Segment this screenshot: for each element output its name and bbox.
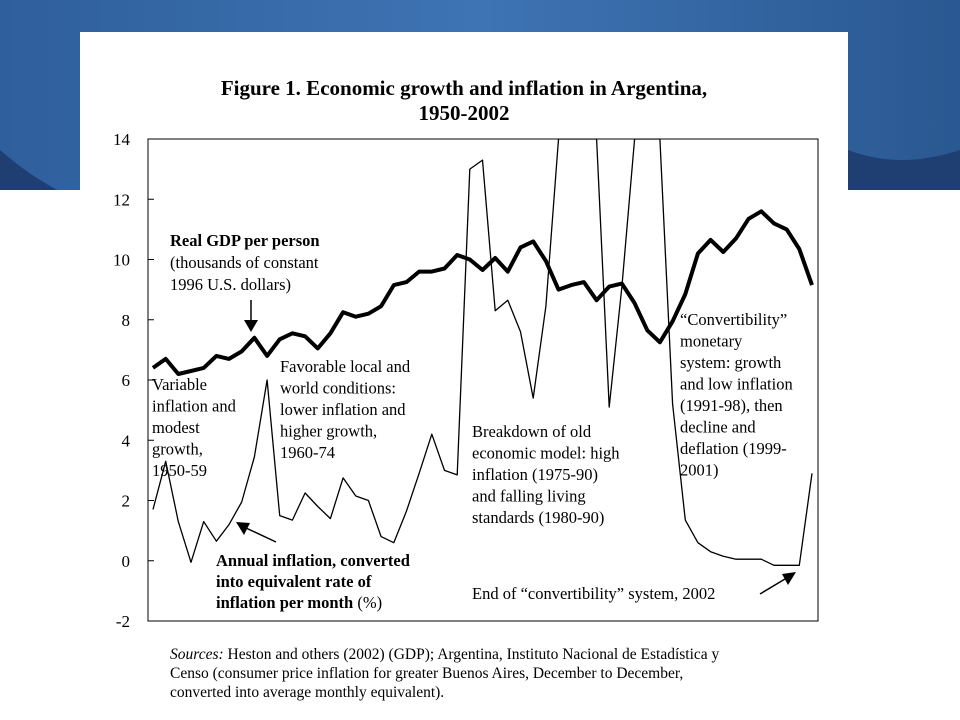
y-tick-label: 10 — [113, 251, 130, 270]
period2-note-line: 1960-74 — [280, 443, 335, 462]
period2-note-line: lower inflation and — [280, 400, 406, 419]
y-tick-label: 14 — [113, 130, 131, 149]
y-tick-label: 4 — [122, 431, 131, 450]
figure-title-line1: Figure 1. Economic growth and inflation … — [220, 76, 708, 100]
period4-note-line: (1991-98), then — [680, 396, 783, 415]
figure-card: -2 0 2 4 6 8 10 12 14 Real GDP per person (thousan… — [80, 32, 848, 708]
period3-note-line: standards (1980-90) — [472, 508, 604, 527]
sources-line1: Heston and others (2002) (GDP); Argentin… — [227, 646, 720, 663]
gdp-arrow-head — [244, 320, 258, 332]
slide-right-swoosh — [848, 150, 960, 195]
period4-note-line: monetary — [680, 332, 743, 351]
gdp-label-line3: 1996 U.S. dollars) — [170, 275, 291, 294]
y-tick-label: 6 — [122, 371, 131, 390]
period2-note-line: Favorable local and — [280, 357, 411, 376]
y-tick-label: 8 — [122, 311, 131, 330]
period3-note-line: and falling living — [472, 487, 586, 506]
sources-line3: converted into average monthly equivalen… — [170, 684, 445, 701]
period4-note-line: deflation (1999- — [680, 439, 787, 458]
end-note-arrow-head — [782, 572, 796, 585]
period4-note-line: system: growth — [680, 353, 782, 372]
sources-note: Sources: Heston and others (2002) (GDP);… — [170, 645, 830, 702]
gdp-label: Real GDP per person — [170, 231, 320, 250]
period1-note-line: Variable — [152, 375, 207, 394]
inflation-label-unit: (%) — [353, 593, 382, 612]
period1-note-line: 1950-59 — [152, 461, 207, 480]
figure-title-line2: 1950-2002 — [418, 101, 510, 125]
period2-note-line: world conditions: — [280, 379, 396, 398]
inflation-label-line2: into equivalent rate of — [216, 572, 372, 591]
period4-note-line: decline and — [680, 418, 756, 437]
period4-note-line: “Convertibility” — [680, 310, 787, 329]
end-note-arrow-shaft — [759, 578, 786, 595]
inflation-series-line — [152, 139, 813, 566]
period3-note-line: Breakdown of old — [472, 422, 592, 441]
period4-note-line: and low inflation — [680, 375, 793, 394]
period1-note-line: inflation and — [152, 397, 237, 416]
sources-line2: Censo (consumer price inflation for grea… — [170, 665, 684, 682]
gdp-label-line2: (thousands of constant — [170, 253, 319, 272]
y-tick-label: 12 — [113, 190, 130, 209]
inflation-label-line1: Annual inflation, converted — [216, 551, 410, 570]
period1-note-line: growth, — [152, 440, 203, 459]
inflation-arrow-shaft — [245, 527, 277, 543]
period1-note-line: modest — [152, 418, 200, 437]
period4-note-line: 2001) — [680, 461, 719, 480]
period3-note-line: economic model: high — [472, 444, 620, 463]
inflation-label-line3: inflation per month (%) — [216, 593, 382, 612]
y-tick-label: -2 — [116, 612, 130, 631]
y-tick-label: 2 — [122, 492, 131, 511]
y-tick-label: 0 — [122, 552, 131, 571]
figure-title: Figure 1. Economic growth and inflation … — [80, 76, 848, 126]
sources-label: Sources: — [170, 646, 224, 663]
inflation-arrow-head — [236, 522, 250, 535]
gdp-series-line — [151, 209, 814, 376]
end-convertibility-note: End of “convertibility” system, 2002 — [472, 584, 715, 603]
period3-note-line: inflation (1975-90) — [472, 465, 598, 484]
chart-svg: -2 0 2 4 6 8 10 12 14 Real GDP per person (thousan… — [113, 130, 819, 631]
period2-note-line: higher growth, — [280, 422, 377, 441]
